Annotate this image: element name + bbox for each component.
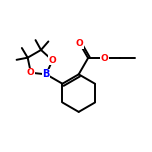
Text: O: O (48, 56, 56, 65)
Text: B: B (43, 69, 50, 79)
Text: O: O (76, 39, 84, 48)
Text: O: O (27, 68, 35, 77)
Text: O: O (101, 54, 109, 63)
